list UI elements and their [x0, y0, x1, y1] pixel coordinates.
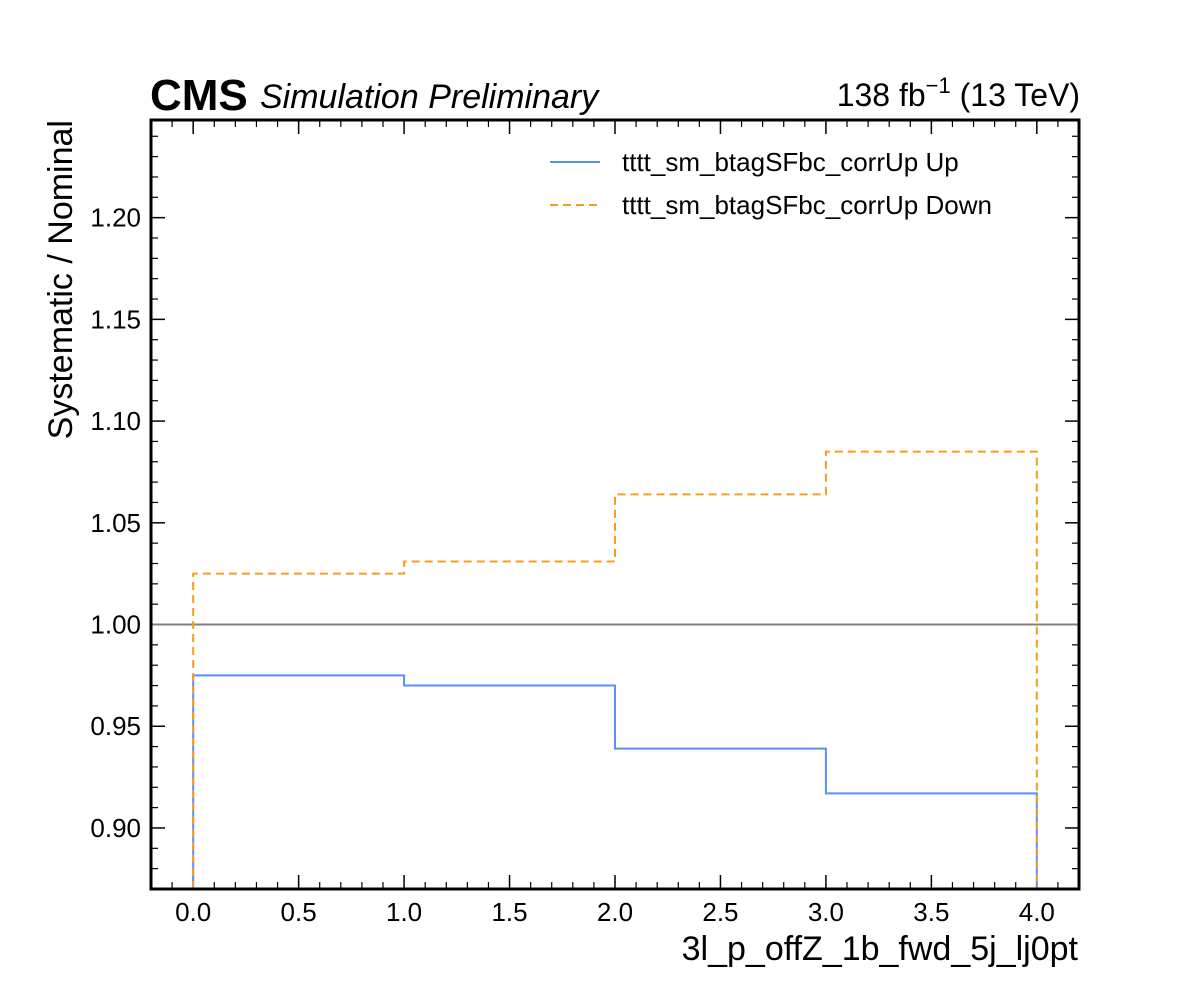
x-tick-label: 2.5: [702, 897, 738, 927]
y-tick-label: 1.15: [90, 304, 141, 334]
x-tick-label: 2.0: [597, 897, 633, 927]
x-tick-label: 0.0: [175, 897, 211, 927]
y-tick-label: 0.95: [90, 711, 141, 741]
x-axis-title: 3l_p_offZ_1b_fwd_5j_lj0pt: [682, 930, 1079, 968]
x-tick-label: 4.0: [1019, 897, 1055, 927]
y-axis-title: Systematic / Nominal: [42, 120, 80, 439]
legend: tttt_sm_btagSFbc_corrUp Up tttt_sm_btagS…: [550, 147, 992, 220]
y-tick-label: 1.20: [90, 203, 141, 233]
x-tick-label: 1.0: [386, 897, 422, 927]
x-tick-labels: 0.0 0.5 1.0 1.5 2.0 2.5 3.0 3.5 4.0: [175, 897, 1055, 927]
y-tick-label: 1.05: [90, 508, 141, 538]
y-tick-labels: 0.90 0.95 1.00 1.05 1.10 1.15 1.20: [90, 203, 141, 843]
y-tick-label: 1.10: [90, 406, 141, 436]
x-tick-label: 0.5: [281, 897, 317, 927]
status-label: Simulation Preliminary: [260, 78, 600, 116]
x-tick-label: 1.5: [491, 897, 527, 927]
series-group: [192, 450, 1038, 889]
series-up-line: [192, 674, 1038, 889]
legend-label-down: tttt_sm_btagSFbc_corrUp Down: [622, 190, 992, 220]
lumi-label: 138 fb−1 (13 TeV): [837, 73, 1080, 113]
legend-label-up: tttt_sm_btagSFbc_corrUp Up: [622, 147, 959, 177]
y-tick-label: 0.90: [90, 813, 141, 843]
x-tick-label: 3.0: [808, 897, 844, 927]
x-tick-label: 3.5: [913, 897, 949, 927]
experiment-label: CMS: [150, 71, 248, 120]
series-down-line: [192, 450, 1038, 889]
y-tick-label: 1.00: [90, 610, 141, 640]
plot-frame: [149, 118, 1081, 891]
